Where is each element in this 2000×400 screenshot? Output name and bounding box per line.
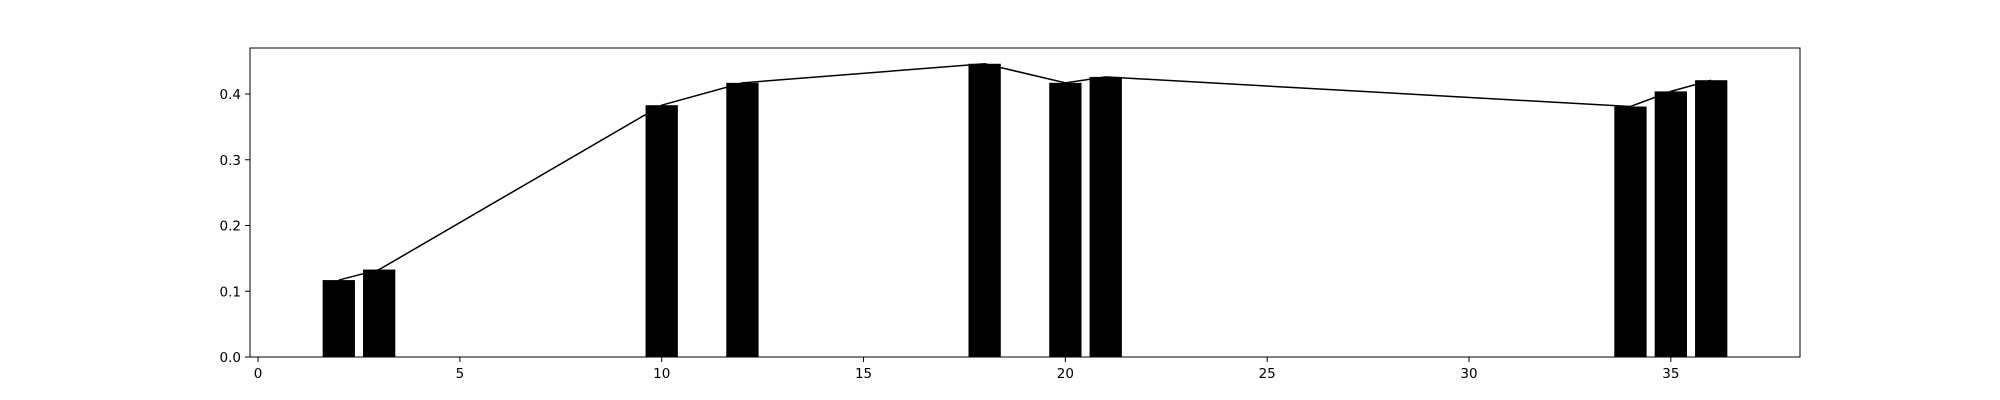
y-tick-label: 0.1 — [220, 284, 241, 300]
x-tick-label: 15 — [855, 366, 872, 382]
bar — [726, 82, 759, 358]
series-line — [338, 63, 1712, 281]
bar — [363, 269, 396, 357]
y-tick-label: 0.2 — [220, 219, 241, 235]
bar — [1614, 106, 1647, 358]
y-tick-label: 0.3 — [220, 153, 241, 169]
bars — [322, 63, 1728, 358]
bar — [1049, 82, 1082, 358]
x-tick-label: 0 — [254, 366, 263, 382]
y-tick-label: 0.0 — [220, 350, 241, 366]
x-tick-label: 10 — [653, 366, 670, 382]
x-tick-label: 5 — [456, 366, 465, 382]
axes-frame — [249, 47, 1801, 358]
bar — [1089, 76, 1122, 357]
y-tick-label: 0.4 — [220, 87, 241, 103]
x-tick-label: 35 — [1662, 366, 1679, 382]
bar — [645, 105, 678, 357]
x-axis: 0 5 10 15 20 25 30 35 — [254, 357, 1679, 382]
bar — [1654, 91, 1687, 358]
x-tick-label: 20 — [1057, 366, 1074, 382]
x-tick-label: 30 — [1460, 366, 1477, 382]
bar — [322, 280, 355, 357]
bar — [968, 63, 1001, 358]
bar — [1695, 80, 1728, 357]
x-tick-label: 25 — [1259, 366, 1276, 382]
y-axis: 0.0 0.1 0.2 0.3 0.4 — [220, 87, 250, 366]
line-series — [338, 63, 1712, 281]
